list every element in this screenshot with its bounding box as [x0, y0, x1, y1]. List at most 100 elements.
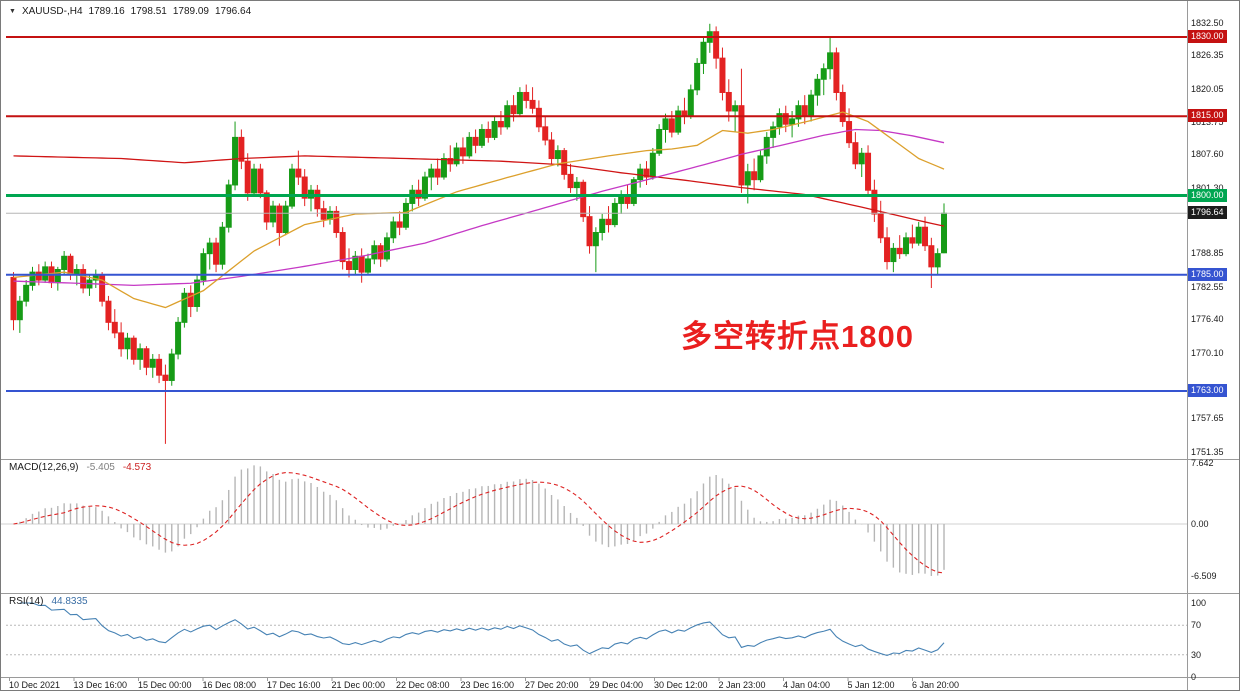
- macd-main-value: -5.405: [86, 462, 115, 473]
- candle: [23, 284, 30, 302]
- candle: [396, 221, 403, 228]
- candle: [434, 168, 441, 178]
- candle: [643, 168, 650, 178]
- candle: [29, 271, 36, 286]
- time-label: 4 Jan 04:00: [783, 680, 831, 690]
- candle: [327, 210, 333, 220]
- candle: [168, 353, 175, 381]
- candle: [428, 168, 435, 178]
- annotation-text[interactable]: 多空转折点1800: [681, 319, 914, 354]
- price-tick: 1770.10: [1191, 347, 1224, 358]
- candle: [99, 274, 106, 302]
- candles-layer[interactable]: [10, 23, 948, 444]
- candle: [751, 171, 758, 181]
- ohlc-close: 1796.64: [214, 6, 252, 17]
- macd-signal-line: [13, 472, 945, 574]
- candle: [371, 245, 378, 260]
- candle: [516, 91, 523, 115]
- candle: [846, 121, 853, 144]
- candle: [238, 136, 245, 162]
- last-price-badge: 1796.64: [1188, 206, 1227, 220]
- candle: [149, 358, 156, 368]
- candle: [453, 147, 460, 165]
- candle: [763, 136, 770, 157]
- candle: [795, 105, 802, 120]
- candle: [16, 300, 23, 321]
- candle: [358, 255, 365, 273]
- candle: [732, 105, 739, 112]
- candle: [871, 189, 878, 215]
- candle: [251, 168, 258, 194]
- candle: [225, 184, 232, 228]
- candle: [137, 348, 144, 360]
- candle: [523, 91, 530, 101]
- rsi-label: RSI(14) 44.8335: [9, 596, 88, 607]
- candle: [301, 176, 308, 199]
- price-level-badge-1830.00: 1830.00: [1188, 30, 1227, 43]
- candle: [118, 332, 125, 350]
- time-label: 10 Dec 2021: [9, 680, 61, 690]
- candle: [789, 118, 796, 125]
- candle: [814, 78, 821, 96]
- time-label: 5 Jan 12:00: [847, 680, 895, 690]
- candle: [801, 105, 808, 117]
- candle: [162, 374, 169, 381]
- candle: [542, 126, 549, 141]
- macd-axis-min: -6.509: [1191, 570, 1217, 581]
- candle: [491, 121, 498, 138]
- candle: [776, 113, 783, 128]
- candle: [548, 139, 555, 160]
- price-tick: 1826.35: [1191, 50, 1224, 61]
- collapse-icon[interactable]: ▼: [9, 7, 16, 15]
- candle: [580, 181, 587, 218]
- candle: [535, 107, 542, 128]
- time-label: 6 Jan 20:00: [912, 680, 960, 690]
- candle: [447, 158, 454, 165]
- indicator-panels-layer: [1, 465, 1187, 657]
- candle: [649, 152, 656, 178]
- candle: [478, 128, 485, 146]
- candle: [890, 247, 897, 263]
- ma-magenta: [13, 128, 945, 286]
- candle: [263, 192, 270, 223]
- candle: [877, 213, 884, 239]
- price-levels-layer[interactable]: [6, 36, 1187, 393]
- candle: [61, 255, 68, 270]
- candle: [80, 268, 87, 289]
- candle: [314, 189, 321, 210]
- moving-averages-layer: [13, 111, 945, 309]
- candle: [770, 126, 777, 138]
- time-label: 2 Jan 23:00: [718, 680, 766, 690]
- price-level-badge-1785.00: 1785.00: [1188, 267, 1227, 281]
- candle: [54, 268, 61, 284]
- time-label: 22 Dec 08:00: [396, 680, 450, 690]
- price-tick: 1801.30: [1191, 183, 1224, 194]
- candle: [244, 160, 251, 194]
- candle: [339, 232, 346, 263]
- candle: [200, 253, 207, 281]
- candle: [466, 136, 473, 157]
- rsi-axis-label: 70: [1191, 620, 1202, 631]
- candle: [694, 62, 701, 91]
- price-tick: 1751.35: [1191, 446, 1224, 457]
- candle: [289, 168, 296, 207]
- time-label: 23 Dec 16:00: [460, 680, 515, 690]
- ohlc-high: 1798.51: [130, 6, 167, 17]
- candle: [402, 202, 409, 228]
- candle: [219, 226, 226, 265]
- time-label: 16 Dec 08:00: [202, 680, 257, 690]
- time-axis[interactable]: 10 Dec 2021 13 Dec 16:00 15 Dec 00:00 16 De…: [1, 679, 1188, 690]
- candle: [586, 216, 593, 247]
- candle: [884, 237, 891, 263]
- candle: [10, 276, 17, 321]
- price-axis[interactable]: 1832.501826.351820.051813.751807.601801.…: [1188, 1, 1239, 690]
- candle: [725, 91, 732, 112]
- candle: [276, 205, 283, 234]
- price-level-badge-1763.00: 1763.00: [1188, 384, 1227, 398]
- candle: [130, 337, 137, 360]
- candle: [333, 210, 340, 234]
- candle: [440, 158, 447, 178]
- candle: [232, 136, 239, 186]
